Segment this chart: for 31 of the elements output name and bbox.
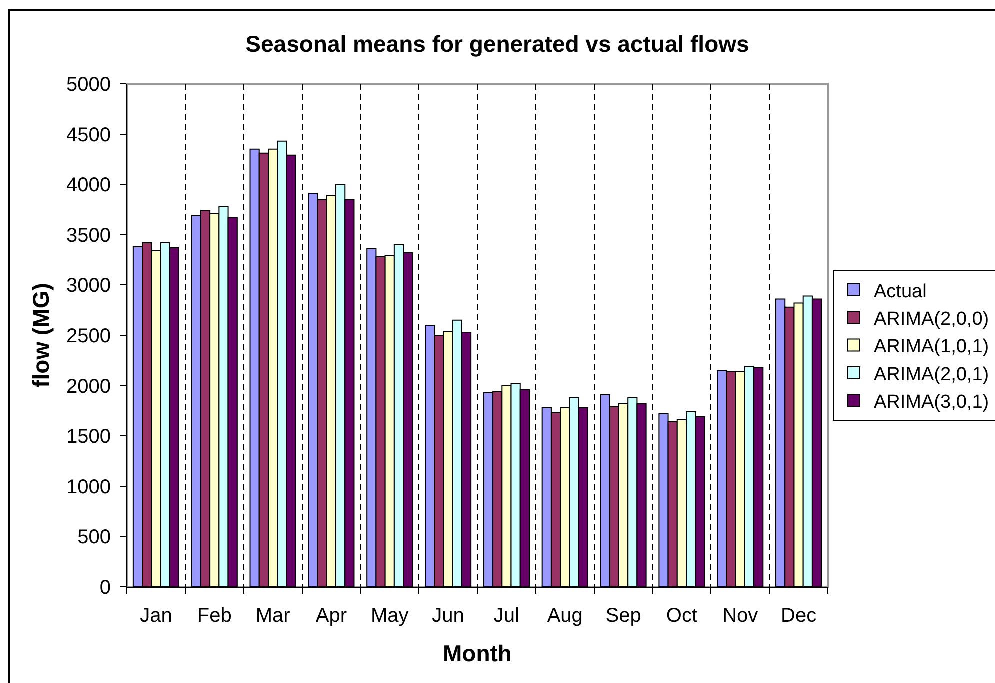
x-tick-label: Nov <box>722 605 758 627</box>
y-tick-label: 0 <box>100 577 111 599</box>
x-tick-label: Jun <box>432 605 464 627</box>
x-tick-label: Oct <box>666 605 698 627</box>
x-axis-title: Month <box>443 640 512 667</box>
legend-label: ARIMA(2,0,0) <box>874 309 990 330</box>
y-tick-label: 1500 <box>66 426 111 448</box>
y-tick-label: 4500 <box>66 124 111 146</box>
legend-label: ARIMA(2,0,1) <box>874 364 990 386</box>
x-tick-label: Feb <box>197 605 232 627</box>
legend-label: ARIMA(3,0,1) <box>874 392 990 414</box>
y-tick-label: 5000 <box>66 74 111 96</box>
x-tick-label: Mar <box>256 605 291 627</box>
y-tick-label: 2000 <box>66 376 111 398</box>
y-tick-label: 4000 <box>66 174 111 197</box>
y-tick-label: 2500 <box>66 326 111 348</box>
chart-title: Seasonal means for generated vs actual flows <box>246 31 750 58</box>
x-tick-label: Jul <box>494 605 520 627</box>
legend-label: Actual <box>874 281 927 302</box>
y-tick-label: 1000 <box>66 476 111 498</box>
x-tick-label: Dec <box>781 605 817 627</box>
y-tick-label: 3000 <box>66 275 111 298</box>
y-axis-title: flow (MG) <box>28 283 54 388</box>
legend-label: ARIMA(1,0,1) <box>874 336 990 358</box>
y-tick-label: 3500 <box>66 224 111 247</box>
y-tick-label: 500 <box>78 526 111 549</box>
x-tick-label: Jan <box>140 605 172 627</box>
x-tick-label: Sep <box>606 605 642 627</box>
x-tick-label: Apr <box>316 605 348 627</box>
x-tick-label: Aug <box>547 605 583 627</box>
x-tick-label: May <box>370 605 409 627</box>
